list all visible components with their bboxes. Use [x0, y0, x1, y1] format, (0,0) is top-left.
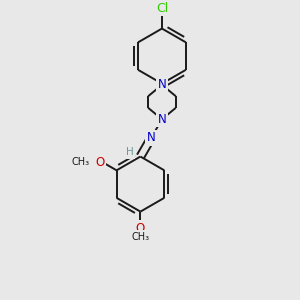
Text: CH₃: CH₃	[131, 232, 149, 242]
Text: O: O	[136, 222, 145, 235]
Text: N: N	[158, 78, 166, 91]
Text: CH₃: CH₃	[72, 157, 90, 167]
Text: N: N	[147, 131, 156, 144]
Text: O: O	[95, 156, 105, 169]
Text: Cl: Cl	[156, 2, 168, 15]
Text: N: N	[158, 113, 166, 126]
Text: H: H	[126, 147, 134, 157]
